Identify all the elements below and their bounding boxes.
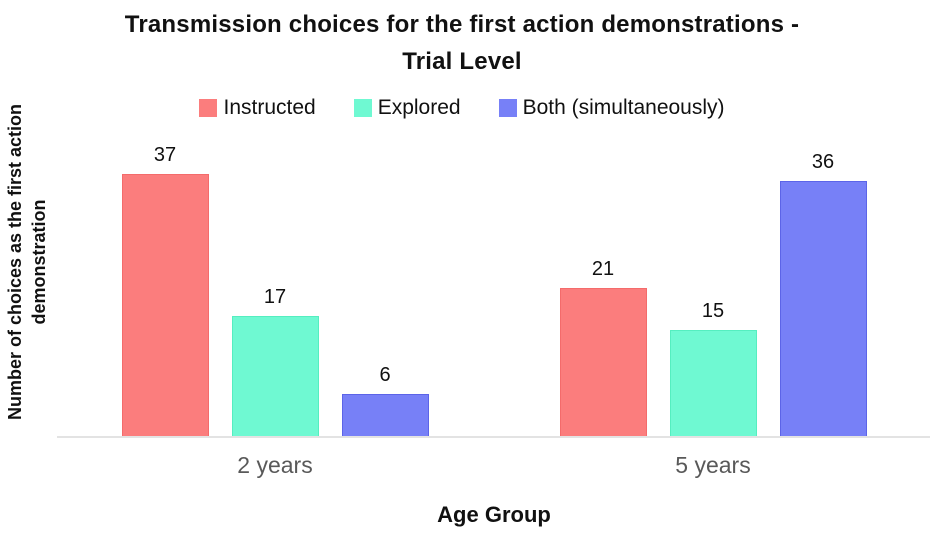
legend-label-both: Both (simultaneously) xyxy=(522,96,725,119)
legend-label-instructed: Instructed xyxy=(223,96,316,119)
y-axis-label: Number of choices as the first action de… xyxy=(3,104,51,420)
chart-title: Transmission choices for the first actio… xyxy=(0,6,924,80)
bar-value-label: 36 xyxy=(811,151,835,173)
bar-explored-5-years xyxy=(669,330,757,437)
bar-both-2-years xyxy=(341,394,429,437)
x-axis-line xyxy=(57,436,930,438)
legend-swatch-instructed-icon xyxy=(199,99,218,117)
y-axis-label-line1: Number of choices as the first action xyxy=(5,103,25,421)
bar-value-label: 15 xyxy=(701,300,725,322)
x-axis-title: Age Group xyxy=(437,502,551,527)
bar-explored-2-years xyxy=(231,316,319,437)
bar-value-label: 6 xyxy=(379,364,391,386)
bar-instructed-2-years xyxy=(121,174,209,437)
x-tick-5-years: 5 years xyxy=(675,452,751,478)
legend-item-explored: Explored xyxy=(353,96,461,120)
legend-swatch-explored-icon xyxy=(353,99,372,117)
bar-instructed-5-years xyxy=(559,288,647,437)
legend: Instructed Explored Both (simultaneously… xyxy=(0,96,924,120)
legend-label-explored: Explored xyxy=(377,96,461,119)
legend-item-both: Both (simultaneously) xyxy=(498,96,725,120)
chart-title-line1: Transmission choices for the first actio… xyxy=(124,11,800,38)
bar-value-label: 37 xyxy=(153,144,177,166)
bar-value-label: 17 xyxy=(263,286,287,308)
chart-title-line2: Trial Level xyxy=(402,48,522,75)
bar-both-5-years xyxy=(779,181,867,437)
x-tick-2-years: 2 years xyxy=(237,452,313,478)
bar-value-label: 21 xyxy=(591,258,615,280)
legend-swatch-both-icon xyxy=(498,99,517,117)
legend-item-instructed: Instructed xyxy=(199,96,316,120)
y-axis-label-line2: demonstration xyxy=(29,199,49,325)
